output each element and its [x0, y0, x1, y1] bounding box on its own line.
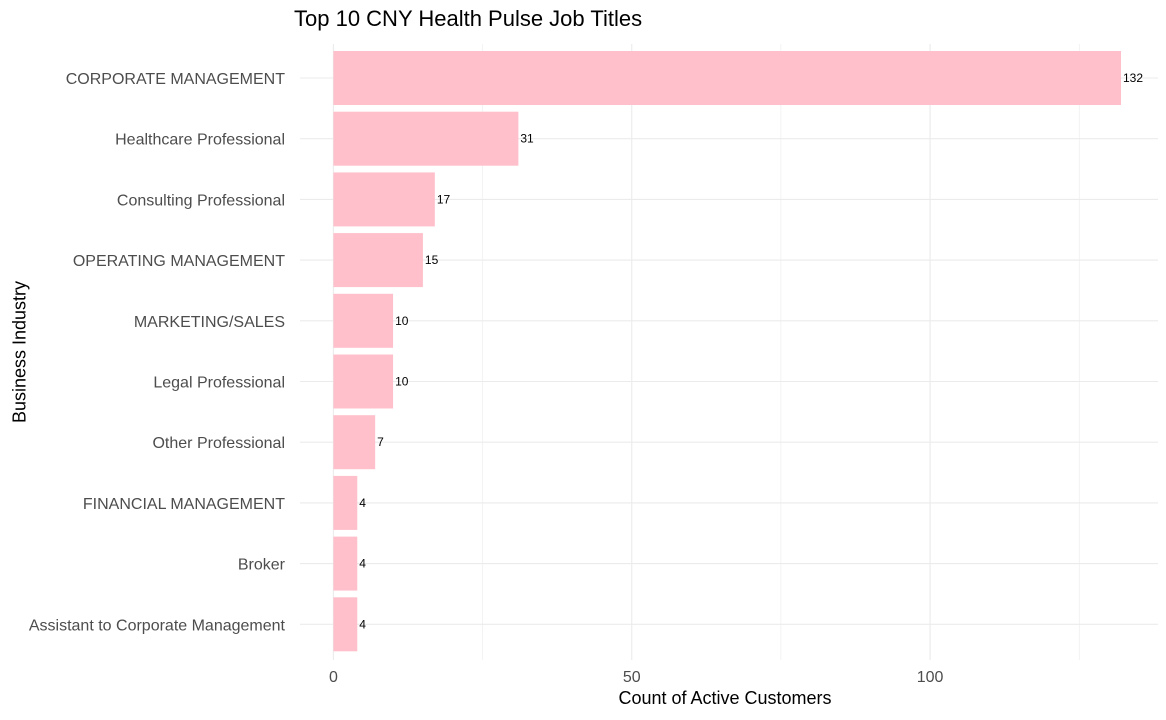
y-tick-label: Consulting Professional: [117, 192, 285, 209]
x-axis-title: Count of Active Customers: [618, 688, 832, 708]
chart-title: Top 10 CNY Health Pulse Job Titles: [294, 6, 643, 31]
bar: [333, 293, 394, 348]
bar: [333, 475, 358, 530]
x-tick-label: 50: [623, 669, 641, 686]
y-tick-label: Other Professional: [152, 435, 285, 452]
y-tick-label: MARKETING/SALES: [134, 314, 285, 331]
data-label: 17: [437, 192, 451, 206]
bar: [333, 536, 358, 591]
data-label: 4: [359, 617, 366, 631]
bar: [333, 51, 1122, 105]
y-tick-label: Healthcare Professional: [115, 132, 285, 149]
bar: [333, 172, 435, 227]
data-label: 15: [425, 253, 439, 267]
x-tick-label: 0: [329, 669, 338, 686]
bar: [333, 111, 519, 166]
data-label: 4: [359, 496, 366, 510]
y-tick-label: Legal Professional: [153, 375, 285, 392]
y-tick-label: Broker: [238, 557, 286, 574]
data-label: 10: [395, 314, 409, 328]
y-tick-label: Assistant to Corporate Management: [29, 617, 286, 634]
bar: [333, 354, 394, 409]
y-tick-label: CORPORATE MANAGEMENT: [66, 71, 286, 88]
data-label: 132: [1123, 71, 1143, 85]
bar: [333, 233, 423, 288]
data-label: 4: [359, 557, 366, 571]
bar: [333, 415, 376, 470]
x-tick-label: 100: [917, 669, 944, 686]
data-label: 10: [395, 375, 409, 389]
bar: [333, 597, 358, 652]
y-tick-label: OPERATING MANAGEMENT: [73, 253, 285, 270]
y-tick-label: FINANCIAL MANAGEMENT: [83, 496, 285, 513]
data-label: 31: [520, 132, 534, 146]
data-label: 7: [377, 435, 384, 449]
